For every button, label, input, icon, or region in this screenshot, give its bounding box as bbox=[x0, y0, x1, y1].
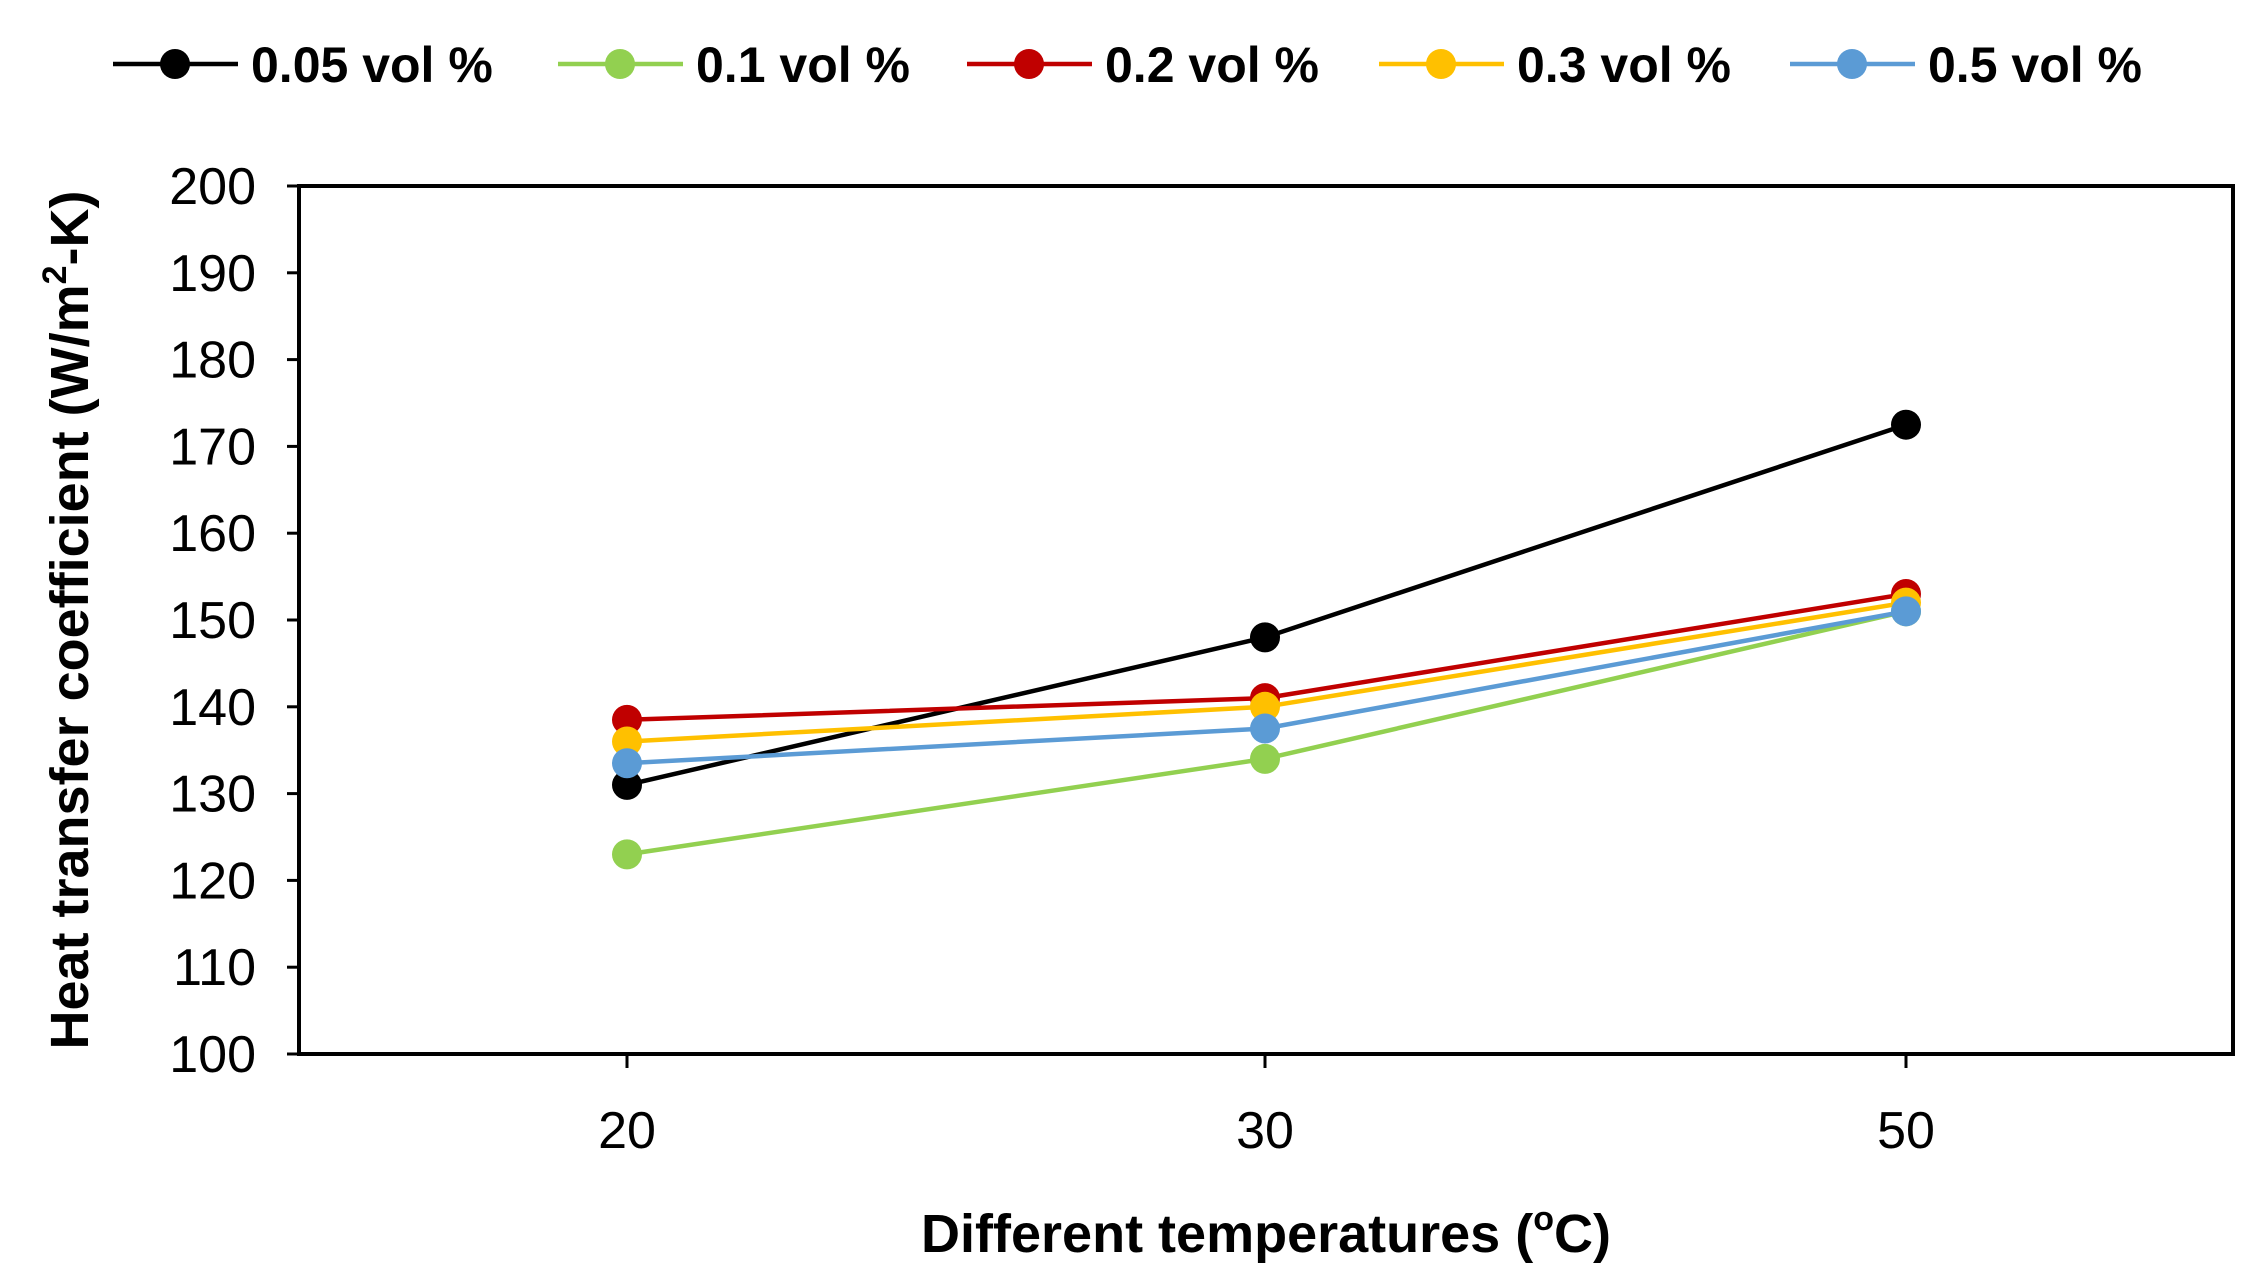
x-tick-label-20: 20 bbox=[598, 1102, 656, 1160]
x-tick-label-30: 30 bbox=[1236, 1102, 1294, 1160]
data-point-0-05-vol-20 bbox=[612, 769, 642, 800]
data-point-0-1-vol-30 bbox=[1250, 743, 1280, 774]
x-axis-title: Different temperatures (oC) bbox=[921, 1200, 1611, 1264]
y-axis-title-superscript: 2 bbox=[36, 265, 74, 284]
y-tick-label-100: 100 bbox=[169, 1026, 256, 1084]
y-tick-label-140: 140 bbox=[169, 679, 256, 737]
y-tick-label-120: 120 bbox=[169, 852, 256, 910]
legend: 0.05 vol % 0.1 vol % 0.2 vol % 0.3 vol % 0.5… bbox=[113, 37, 2142, 93]
series-layer bbox=[612, 409, 1921, 870]
x-axis-title-tail: C) bbox=[1554, 1204, 1611, 1264]
y-tick-label-190: 190 bbox=[169, 245, 256, 303]
x-axis-title-main: Different temperatures ( bbox=[921, 1204, 1533, 1264]
y-tick-label-170: 170 bbox=[169, 418, 256, 476]
legend-item-0-2-vol: 0.2 vol % bbox=[967, 37, 1319, 93]
data-point-0-5-vol-20 bbox=[612, 748, 642, 779]
x-axis-title-superscript: o bbox=[1533, 1200, 1554, 1238]
legend-label-0-1-vol: 0.1 vol % bbox=[696, 37, 910, 93]
legend-swatch-marker bbox=[605, 49, 635, 79]
y-tick-label-110: 110 bbox=[173, 939, 256, 997]
series-0-5-vol bbox=[612, 596, 1921, 779]
x-tick-label-50: 50 bbox=[1877, 1102, 1935, 1160]
data-point-0-1-vol-20 bbox=[612, 839, 642, 870]
legend-label-0-5-vol: 0.5 vol % bbox=[1928, 37, 2142, 93]
legend-item-0-3-vol: 0.3 vol % bbox=[1379, 37, 1731, 93]
legend-label-0-2-vol: 0.2 vol % bbox=[1105, 37, 1319, 93]
data-point-0-05-vol-30 bbox=[1250, 622, 1280, 653]
legend-label-0-3-vol: 0.3 vol % bbox=[1517, 37, 1731, 93]
data-point-0-2-vol-20 bbox=[612, 704, 642, 735]
legend-swatch-marker bbox=[1837, 49, 1867, 79]
data-point-0-3-vol-20 bbox=[612, 726, 642, 757]
y-tick-label-130: 130 bbox=[169, 766, 256, 824]
y-axis-ticks: 100 110 120 130 140 150 160 170 180 190 200 bbox=[169, 158, 299, 1084]
legend-swatch-marker bbox=[1014, 49, 1044, 79]
y-tick-label-150: 150 bbox=[169, 592, 256, 650]
y-tick-label-160: 160 bbox=[169, 505, 256, 563]
legend-item-0-5-vol: 0.5 vol % bbox=[1790, 37, 2142, 93]
legend-item-0-1-vol: 0.1 vol % bbox=[558, 37, 910, 93]
legend-swatch-marker bbox=[160, 49, 190, 79]
data-point-0-5-vol-30 bbox=[1250, 713, 1280, 744]
data-point-0-3-vol-30 bbox=[1250, 691, 1280, 722]
legend-label-0-05-vol: 0.05 vol % bbox=[251, 37, 493, 93]
data-point-0-05-vol-50 bbox=[1891, 409, 1921, 440]
y-axis-title-main: Heat transfer coefficient (W/m bbox=[40, 284, 100, 1049]
series-0-3-vol bbox=[612, 587, 1921, 757]
data-point-0-5-vol-50 bbox=[1891, 596, 1921, 627]
legend-item-0-05-vol: 0.05 vol % bbox=[113, 37, 493, 93]
y-axis-title-tail: -K) bbox=[40, 190, 100, 265]
series-0-05-vol bbox=[612, 409, 1921, 800]
y-axis-title: Heat transfer coefficient (W/m2-K) bbox=[36, 190, 100, 1049]
y-tick-label-200: 200 bbox=[169, 158, 256, 216]
y-tick-label-180: 180 bbox=[169, 332, 256, 390]
legend-swatch-marker bbox=[1426, 49, 1456, 79]
x-axis-ticks: 20 30 50 bbox=[598, 1054, 1935, 1160]
